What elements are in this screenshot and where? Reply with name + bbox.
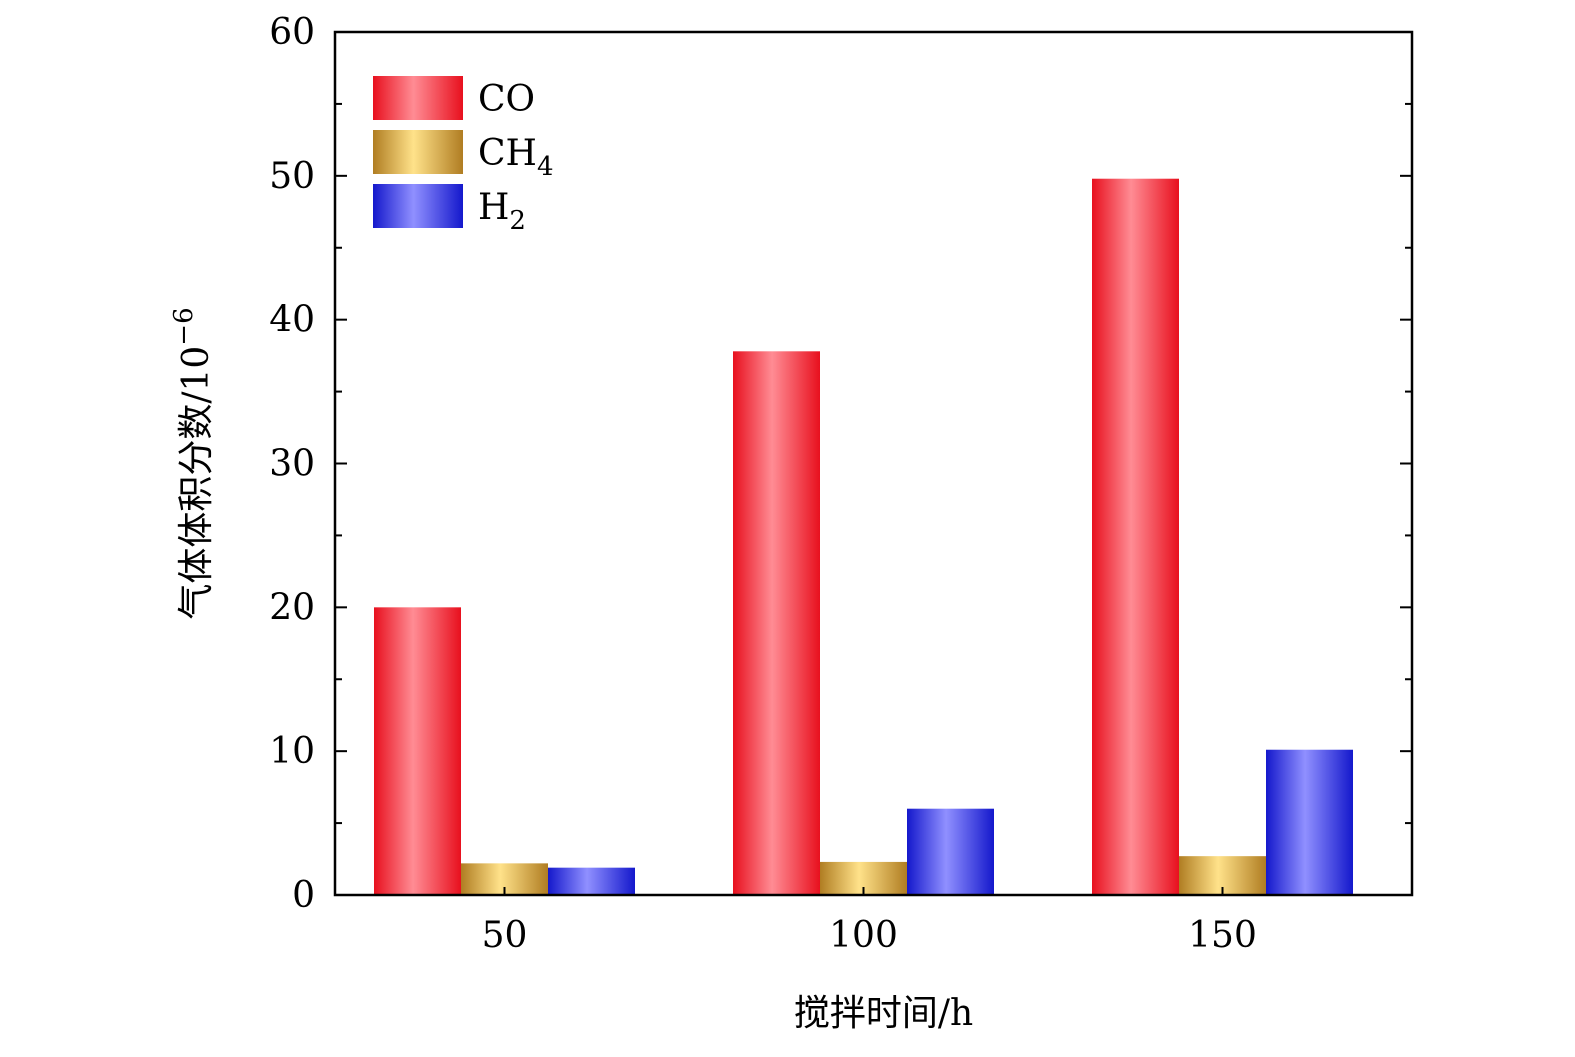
y-tick-label: 0: [292, 875, 315, 916]
legend: CO CH4 H2: [373, 76, 554, 236]
bar-h2-50: [548, 867, 635, 895]
y-tick-label: 50: [269, 156, 315, 197]
ticks-layer: 50 100 150 0 10 20 30 40 50 60: [269, 12, 1412, 956]
x-tick-label: 100: [829, 915, 898, 956]
legend-label-h2: H2: [478, 187, 526, 236]
bar-co-50: [374, 607, 461, 895]
legend-label-co: CO: [478, 79, 535, 120]
legend-label-ch4: CH4: [478, 133, 554, 182]
y-tick-label: 60: [269, 12, 315, 53]
y-axis-title: 气体体积分数/10−6: [169, 307, 217, 619]
x-tick-label: 50: [482, 915, 528, 956]
legend-swatch-ch4: [373, 130, 463, 174]
bar-h2-100: [907, 808, 994, 895]
bar-h2-150: [1266, 749, 1353, 895]
y-tick-label: 20: [269, 587, 315, 628]
y-axis-title-exponent: −6: [169, 307, 199, 345]
x-axis-title: 搅拌时间/h: [794, 993, 973, 1034]
bar-co-150: [1092, 178, 1179, 895]
x-tick-label: 150: [1188, 915, 1257, 956]
y-axis-title-text: 气体体积分数/10: [176, 346, 217, 620]
bar-co-100: [733, 351, 820, 895]
bars-layer: [374, 178, 1353, 895]
legend-swatch-co: [373, 76, 463, 120]
legend-swatch-h2: [373, 184, 463, 228]
y-tick-label: 30: [269, 444, 315, 485]
y-tick-label: 10: [269, 731, 315, 772]
y-tick-label: 40: [269, 300, 315, 341]
